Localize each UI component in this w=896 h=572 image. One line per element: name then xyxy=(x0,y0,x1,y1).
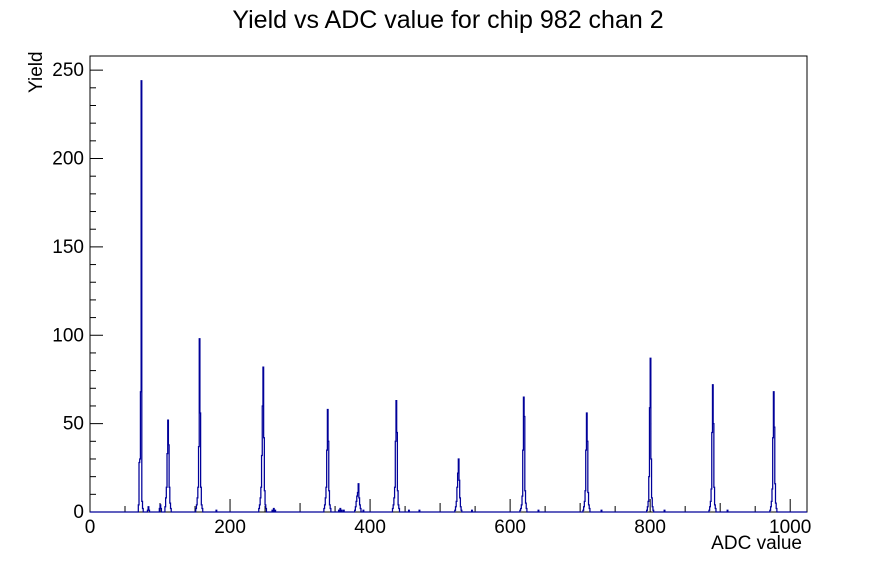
y-tick-label: 150 xyxy=(52,237,84,258)
y-tick-label: 0 xyxy=(73,502,84,523)
y-axis-title: Yield xyxy=(26,51,47,93)
y-tick-label: 100 xyxy=(52,325,84,346)
x-tick-label: 600 xyxy=(494,517,526,538)
y-tick-label: 200 xyxy=(52,149,84,170)
axis-tick-labels: 0 200 400 600 800 1000 0 50 100 150 200 250 xyxy=(52,60,811,538)
y-tick-label: 50 xyxy=(63,414,84,435)
plot-title: Yield vs ADC value for chip 982 chan 2 xyxy=(232,6,664,34)
y-tick-label: 250 xyxy=(52,60,84,81)
x-tick-label: 1000 xyxy=(769,517,811,538)
x-tick-label: 800 xyxy=(634,517,666,538)
plot-frame xyxy=(89,55,808,513)
axis-ticks xyxy=(89,69,791,513)
x-axis-title: ADC value xyxy=(711,533,802,554)
x-tick-label: 0 xyxy=(85,517,96,538)
histogram-path xyxy=(90,80,807,513)
x-tick-label: 400 xyxy=(354,517,386,538)
histogram-line xyxy=(90,80,807,513)
x-tick-label: 200 xyxy=(214,517,246,538)
